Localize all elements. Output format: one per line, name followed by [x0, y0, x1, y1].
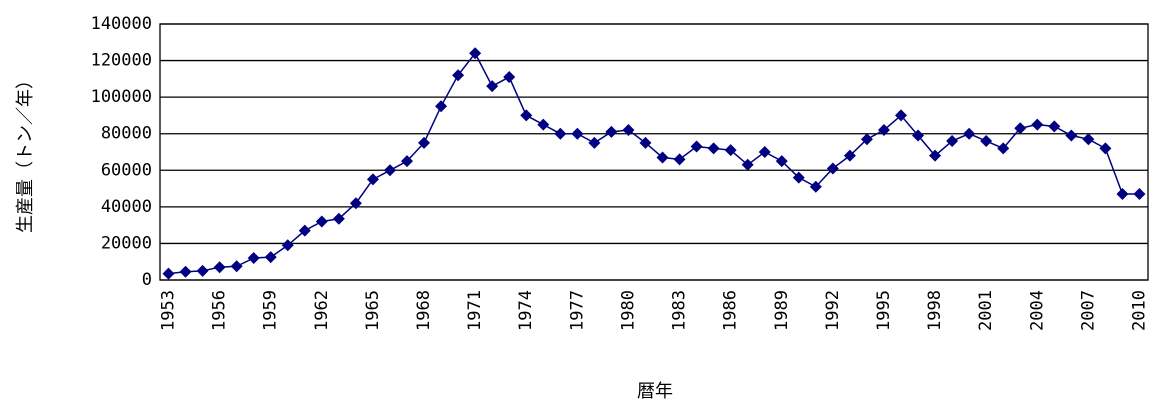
data-point	[758, 146, 771, 158]
data-point	[503, 71, 516, 84]
x-tick-label: 1989	[772, 290, 792, 331]
data-point	[537, 118, 550, 131]
data-point	[554, 127, 567, 140]
x-tick-label: 1965	[363, 290, 383, 331]
x-tick-label: 2010	[1129, 290, 1149, 331]
data-point	[605, 125, 618, 138]
data-point	[792, 171, 805, 184]
data-point	[1082, 133, 1095, 146]
data-point	[707, 142, 720, 155]
data-point	[366, 173, 379, 186]
data-point	[843, 149, 856, 162]
y-axis-title: 生産量（トン／年）	[15, 71, 36, 233]
data-point	[315, 215, 328, 228]
data-point	[1099, 142, 1112, 155]
data-point	[486, 80, 499, 93]
data-point	[332, 212, 345, 225]
data-point	[520, 109, 533, 122]
data-point	[1065, 129, 1078, 142]
y-tick-label: 100000	[91, 87, 152, 107]
data-point	[1048, 120, 1061, 133]
data-point	[895, 109, 907, 122]
data-point	[775, 155, 788, 168]
y-tick-label: 40000	[101, 197, 152, 217]
x-tick-label: 2004	[1027, 290, 1047, 331]
data-point	[1116, 188, 1129, 201]
x-tick-label: 1983	[670, 290, 690, 331]
data-point	[809, 180, 822, 193]
y-tick-label: 140000	[91, 14, 152, 34]
data-point	[469, 47, 482, 60]
data-point	[1133, 188, 1146, 201]
data-point	[588, 136, 601, 149]
data-point	[673, 153, 686, 166]
data-point	[912, 129, 925, 142]
data-point	[571, 127, 584, 140]
x-tick-label: 1956	[210, 290, 230, 331]
x-tick-label: 1980	[618, 290, 638, 331]
data-point	[435, 100, 448, 113]
y-tick-label: 60000	[101, 160, 152, 180]
x-tick-label: 2007	[1078, 290, 1098, 331]
data-point	[724, 144, 737, 157]
data-point	[963, 127, 976, 140]
data-point	[1014, 122, 1027, 135]
x-tick-label: 1953	[159, 290, 179, 331]
data-point	[877, 124, 890, 137]
data-point	[741, 158, 754, 171]
data-point	[929, 149, 942, 162]
data-point	[383, 164, 396, 177]
x-axis-title: 暦年	[637, 381, 673, 402]
data-point	[639, 136, 652, 149]
data-point	[860, 133, 873, 146]
data-point	[826, 162, 839, 175]
x-tick-label: 1974	[516, 290, 536, 331]
data-point	[281, 239, 294, 252]
data-point	[298, 224, 311, 237]
data-point	[213, 261, 226, 274]
x-tick-label: 1962	[312, 290, 332, 331]
data-point	[349, 197, 362, 210]
y-tick-label: 120000	[91, 51, 152, 71]
data-point	[946, 135, 959, 148]
x-tick-label: 1992	[823, 290, 843, 331]
y-tick-label: 80000	[101, 124, 152, 144]
x-tick-label: 1959	[261, 290, 281, 331]
x-tick-label: 2001	[976, 290, 996, 331]
data-point	[418, 136, 431, 149]
data-point	[230, 260, 243, 273]
x-tick-label: 1968	[414, 290, 434, 331]
x-tick-label: 1971	[465, 290, 485, 331]
data-point	[690, 140, 703, 153]
data-point	[997, 142, 1010, 155]
data-point	[196, 264, 209, 277]
y-tick-label: 0	[142, 270, 152, 290]
y-tick-label: 20000	[101, 233, 152, 253]
data-point	[622, 124, 635, 137]
data-point	[247, 252, 260, 265]
data-point	[980, 135, 993, 148]
data-line	[168, 51, 1140, 275]
plot-border	[159, 23, 1149, 281]
x-tick-label: 1995	[874, 290, 894, 331]
data-point	[1031, 118, 1044, 131]
data-point	[162, 267, 175, 280]
data-point	[452, 69, 465, 82]
x-tick-label: 1998	[925, 290, 945, 331]
data-point	[656, 151, 669, 164]
data-point	[264, 251, 277, 264]
data-point	[179, 265, 192, 278]
x-tick-label: 1977	[567, 290, 587, 331]
x-tick-label: 1986	[721, 290, 741, 331]
data-point	[401, 155, 413, 168]
